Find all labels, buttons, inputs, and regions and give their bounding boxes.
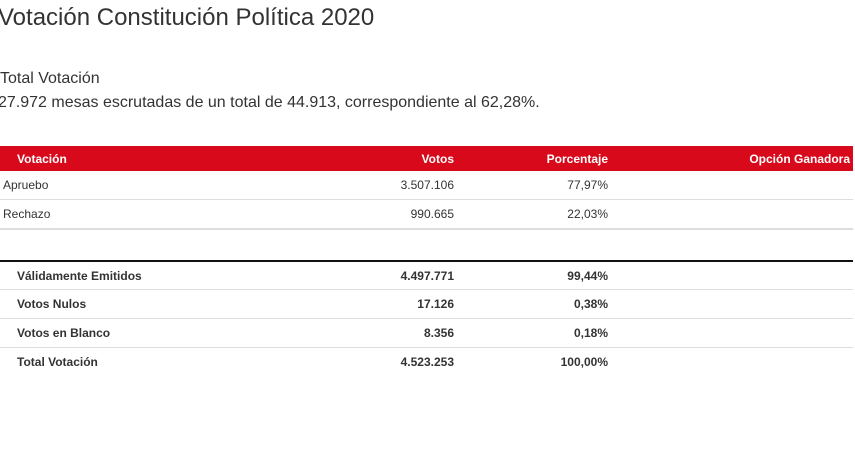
option-votes: 990.665 [300,199,454,230]
total-percent: 100,00% [560,355,608,369]
table-row-votos-en-blanco: Votos en Blanco 8.356 0,18% [0,318,853,348]
header-votos: Votos [300,146,454,171]
table-separator [0,229,853,262]
results-table: Votación Votos Porcentaje Opción Ganador… [0,146,853,376]
total-percent: 0,38% [454,289,608,319]
total-votes: 4.497.771 [300,261,454,290]
total-name: Votos Nulos [0,289,300,319]
option-votes: 3.507.106 [300,171,454,200]
option-winner [608,199,853,230]
table-row-votos-nulos: Votos Nulos 17.126 0,38% [0,289,853,319]
total-votes: 4.523.253 [400,355,454,369]
total-name: Votos en Blanco [0,318,300,348]
table-row-rechazo: Rechazo 990.665 22,03% [0,199,853,230]
table-row-apruebo: Apruebo 3.507.106 77,97% [0,171,853,200]
page-title: Votación Constitución Política 2020 [0,4,375,31]
total-votes: 8.356 [300,318,454,348]
option-name: Apruebo [0,171,300,200]
scrutiny-summary: 27.972 mesas escrutadas de un total de 4… [0,94,540,111]
option-percent: 22,03% [454,199,608,230]
section-subtitle: Total Votación [0,70,100,87]
option-percent: 77,97% [454,171,608,200]
option-name: Rechazo [0,199,300,230]
total-percent: 0,18% [454,318,608,348]
option-winner [608,171,853,200]
table-row-validamente-emitidos: Válidamente Emitidos 4.497.771 99,44% [0,261,853,290]
total-percent: 99,44% [454,261,608,290]
total-name: Total Votación [17,355,98,369]
header-votacion: Votación [0,146,300,171]
header-opcion-ganadora: Opción Ganadora [608,146,853,171]
total-name: Válidamente Emitidos [0,261,300,290]
total-votes: 17.126 [300,289,454,319]
table-row-total-votacion: Total Votación 4.523.253 100,00% [0,348,853,377]
table-header-row: Votación Votos Porcentaje Opción Ganador… [0,146,853,171]
header-porcentaje: Porcentaje [454,146,608,171]
